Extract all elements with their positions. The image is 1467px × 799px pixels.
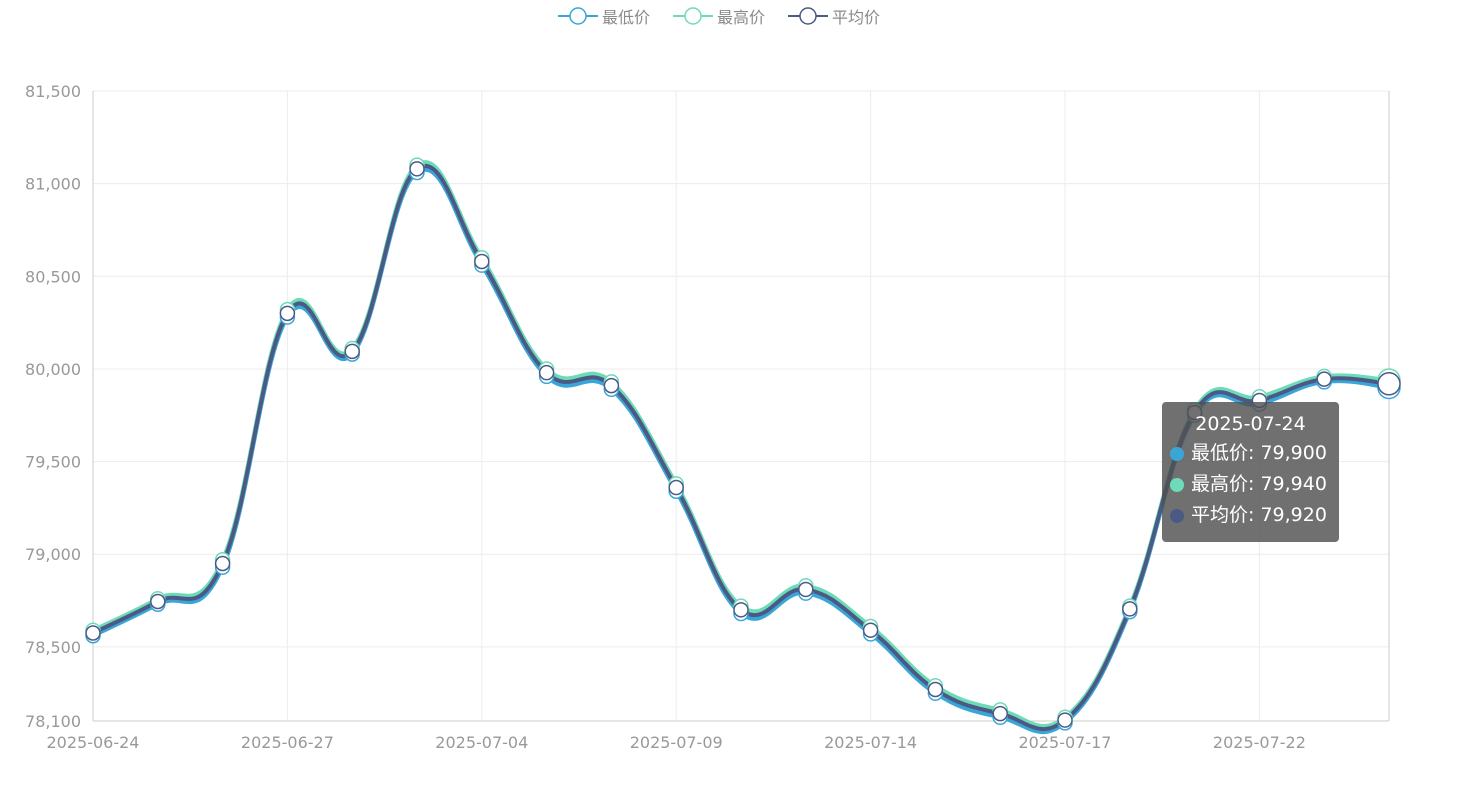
tooltip-row-average: 平均价: 79,920 xyxy=(1170,500,1331,531)
legend-marker-icon xyxy=(788,7,828,25)
legend-item-highest[interactable]: 最高价 xyxy=(673,4,765,28)
data-point[interactable] xyxy=(409,161,425,177)
y-tick-label: 78,500 xyxy=(25,638,81,657)
legend-item-average[interactable]: 平均价 xyxy=(788,4,880,28)
dot-icon xyxy=(1170,446,1184,461)
y-tick-label: 80,000 xyxy=(25,360,81,379)
tooltip-value: 最高价: 79,940 xyxy=(1191,473,1327,495)
data-point[interactable] xyxy=(733,602,749,618)
data-point[interactable] xyxy=(862,622,879,638)
tooltip-row-lowest: 最低价: 79,900 xyxy=(1170,438,1331,469)
grid-lines xyxy=(92,90,1389,722)
data-point[interactable] xyxy=(279,305,296,322)
x-tick-label: 2025-07-22 xyxy=(1213,733,1306,752)
tooltip: 2025-07-24 最低价: 79,900 最高价: 79,940 平均价: … xyxy=(1162,402,1339,542)
tooltip-title: 2025-07-24 xyxy=(1195,413,1306,435)
dot-icon xyxy=(1170,508,1184,523)
data-point[interactable] xyxy=(1057,712,1073,728)
data-point[interactable] xyxy=(992,705,1008,722)
y-tick-label: 79,500 xyxy=(25,453,81,472)
data-point[interactable] xyxy=(1377,372,1401,396)
data-point[interactable] xyxy=(474,253,490,270)
data-point[interactable] xyxy=(927,681,944,698)
y-tick-label: 80,500 xyxy=(25,267,81,286)
x-tick-label: 2025-06-27 xyxy=(241,733,334,752)
axes: 78,100 78,500 79,000 79,500 80,000 80,500 81,0… xyxy=(25,82,1390,752)
legend-label: 平均价 xyxy=(832,8,881,27)
dot-icon xyxy=(1170,477,1184,492)
x-tick-label: 2025-07-17 xyxy=(1019,733,1112,752)
legend-marker-icon xyxy=(558,7,598,25)
y-tick-label: 79,000 xyxy=(25,545,81,564)
legend-item-lowest[interactable]: 最低价 xyxy=(558,4,650,28)
data-point[interactable] xyxy=(1316,371,1332,387)
x-tick-label: 2025-07-04 xyxy=(435,733,528,752)
data-point[interactable] xyxy=(668,479,684,496)
tooltip-value: 最低价: 79,900 xyxy=(1191,442,1327,464)
y-tick-label: 81,000 xyxy=(25,175,81,194)
tooltip-value: 平均价: 79,920 xyxy=(1191,504,1327,526)
data-point[interactable] xyxy=(798,581,814,598)
y-tick-label: 78,100 xyxy=(25,712,81,731)
y-tick-label: 81,500 xyxy=(25,82,81,101)
data-point[interactable] xyxy=(214,555,231,572)
x-tick-label: 2025-06-24 xyxy=(47,733,140,752)
legend-label: 最高价 xyxy=(717,8,766,27)
tooltip-row-highest: 最高价: 79,940 xyxy=(1170,469,1331,500)
data-point[interactable] xyxy=(344,343,360,360)
legend-marker-icon xyxy=(673,7,713,25)
data-point[interactable] xyxy=(150,593,166,610)
x-tick-label: 2025-07-09 xyxy=(630,733,723,752)
data-point[interactable] xyxy=(85,625,101,641)
data-point[interactable] xyxy=(1122,601,1138,617)
legend-label: 最低价 xyxy=(602,8,651,27)
data-point[interactable] xyxy=(538,364,555,381)
data-point[interactable] xyxy=(603,377,620,394)
x-tick-label: 2025-07-14 xyxy=(824,733,917,752)
